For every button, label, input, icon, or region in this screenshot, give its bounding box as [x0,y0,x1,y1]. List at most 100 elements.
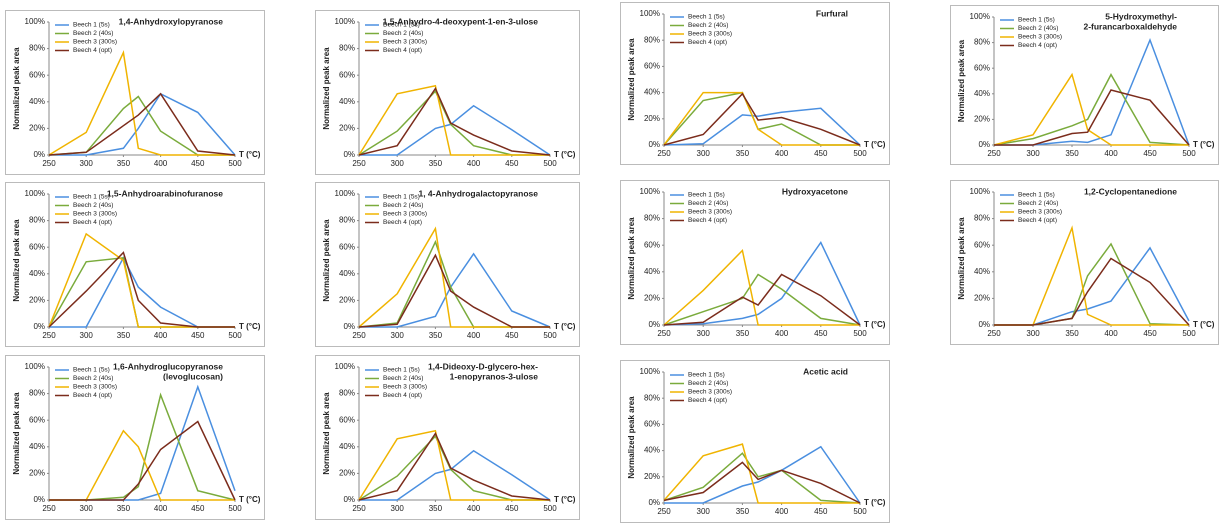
y-axis-label: Normalized peak area [957,217,966,300]
chart-title: 1-enopyranos-3-ulose [450,371,539,381]
series-line [993,72,1189,146]
x-tick-label: 500 [543,159,557,168]
y-tick-label: 0% [648,498,660,507]
legend-label: Beech 4 (opt) [73,392,112,399]
legend-label: Beech 1 (5s) [1018,17,1055,24]
y-tick-label: 60% [29,242,45,251]
x-tick-label: 250 [352,504,366,513]
y-tick-label: 80% [29,44,45,53]
x-axis-label: T (°C) [554,150,576,159]
legend-label: Beech 3 (300s) [688,31,732,38]
y-tick-label: 100% [25,189,45,198]
x-tick-label: 300 [391,159,405,168]
x-tick-label: 400 [775,149,789,158]
chart-title: 5-Hydroxymethyl- [1105,11,1177,21]
y-tick-label: 60% [339,70,355,79]
series-line [664,445,861,504]
chart-title: 1, 4-Anhydrogalactopyranose [418,188,538,198]
legend-label: Beech 4 (opt) [688,39,727,46]
legend-label: Beech 4 (opt) [1018,42,1057,49]
legend-label: Beech 2 (40s) [383,30,423,37]
x-tick-label: 500 [543,504,557,513]
legend-label: Beech 4 (opt) [73,219,112,226]
x-tick-label: 450 [191,331,205,340]
legend-label: Beech 2 (40s) [383,202,423,209]
legend-label: Beech 2 (40s) [688,200,728,207]
x-tick-label: 300 [80,504,94,513]
x-tick-label: 350 [736,149,750,158]
legend-label: Beech 4 (opt) [688,217,727,224]
y-tick-label: 0% [33,495,45,504]
legend-label: Beech 4 (opt) [1018,217,1057,224]
legend-label: Beech 2 (40s) [688,22,728,29]
x-tick-label: 400 [154,331,168,340]
series-line [663,91,860,146]
legend-label: Beech 2 (40s) [73,202,113,209]
x-tick-label: 250 [352,159,366,168]
chart-title: (levoglucosan) [163,371,223,381]
panel-frame [315,10,580,175]
legend-label: Beech 3 (300s) [1018,209,1062,216]
x-tick-label: 450 [505,331,519,340]
x-tick-label: 400 [1104,329,1118,338]
legend-label: Beech 3 (300s) [73,384,117,391]
x-tick-label: 500 [543,331,557,340]
series-line [663,461,861,504]
panel-frame [315,355,580,520]
y-tick-label: 80% [644,35,660,44]
legend-label: Beech 1 (5s) [688,192,725,199]
panel-frame [620,180,890,345]
x-tick-label: 500 [1182,149,1196,158]
panel-frame [950,180,1219,345]
x-tick-label: 250 [352,331,366,340]
chart-title: 1,4-Dideoxy-D-glycero-hex- [428,361,538,371]
legend-label: Beech 2 (40s) [73,30,113,37]
x-tick-label: 450 [505,504,519,513]
x-tick-label: 500 [853,329,867,338]
y-axis-label: Normalized peak area [12,47,21,130]
legend-label: Beech 2 (40s) [1018,200,1058,207]
y-tick-label: 60% [339,415,355,424]
series-line [48,92,236,156]
legend-label: Beech 2 (40s) [383,375,423,382]
x-tick-label: 500 [228,504,242,513]
x-axis-label: T (°C) [239,150,261,159]
series-line [663,452,861,504]
x-axis-label: T (°C) [554,322,576,331]
y-axis-label: Normalized peak area [12,219,21,302]
y-tick-label: 0% [978,140,990,149]
series-line [663,241,861,326]
x-tick-label: 350 [736,507,750,516]
y-tick-label: 0% [648,140,660,149]
y-axis-label: Normalized peak area [322,219,331,302]
legend-label: Beech 3 (300s) [383,211,427,218]
x-tick-label: 450 [814,507,828,516]
y-axis-label: Normalized peak area [12,392,21,475]
legend-label: Beech 1 (5s) [73,194,110,201]
y-axis-label: Normalized peak area [322,392,331,475]
y-tick-label: 0% [33,322,45,331]
x-tick-label: 450 [814,149,828,158]
x-tick-label: 350 [1065,329,1079,338]
x-tick-label: 400 [154,159,168,168]
x-tick-label: 500 [228,159,242,168]
y-tick-label: 40% [29,97,45,106]
chart-title: 2-furancarboxaldehyde [1083,21,1177,31]
x-tick-label: 300 [391,504,405,513]
x-tick-label: 300 [1026,149,1040,158]
x-axis-label: T (°C) [864,498,886,507]
x-tick-label: 300 [1026,329,1040,338]
x-tick-label: 300 [697,149,711,158]
x-tick-label: 400 [467,504,481,513]
y-tick-label: 20% [29,469,45,478]
y-tick-label: 80% [339,389,355,398]
series-line [358,86,551,156]
legend-label: Beech 4 (opt) [73,47,112,54]
